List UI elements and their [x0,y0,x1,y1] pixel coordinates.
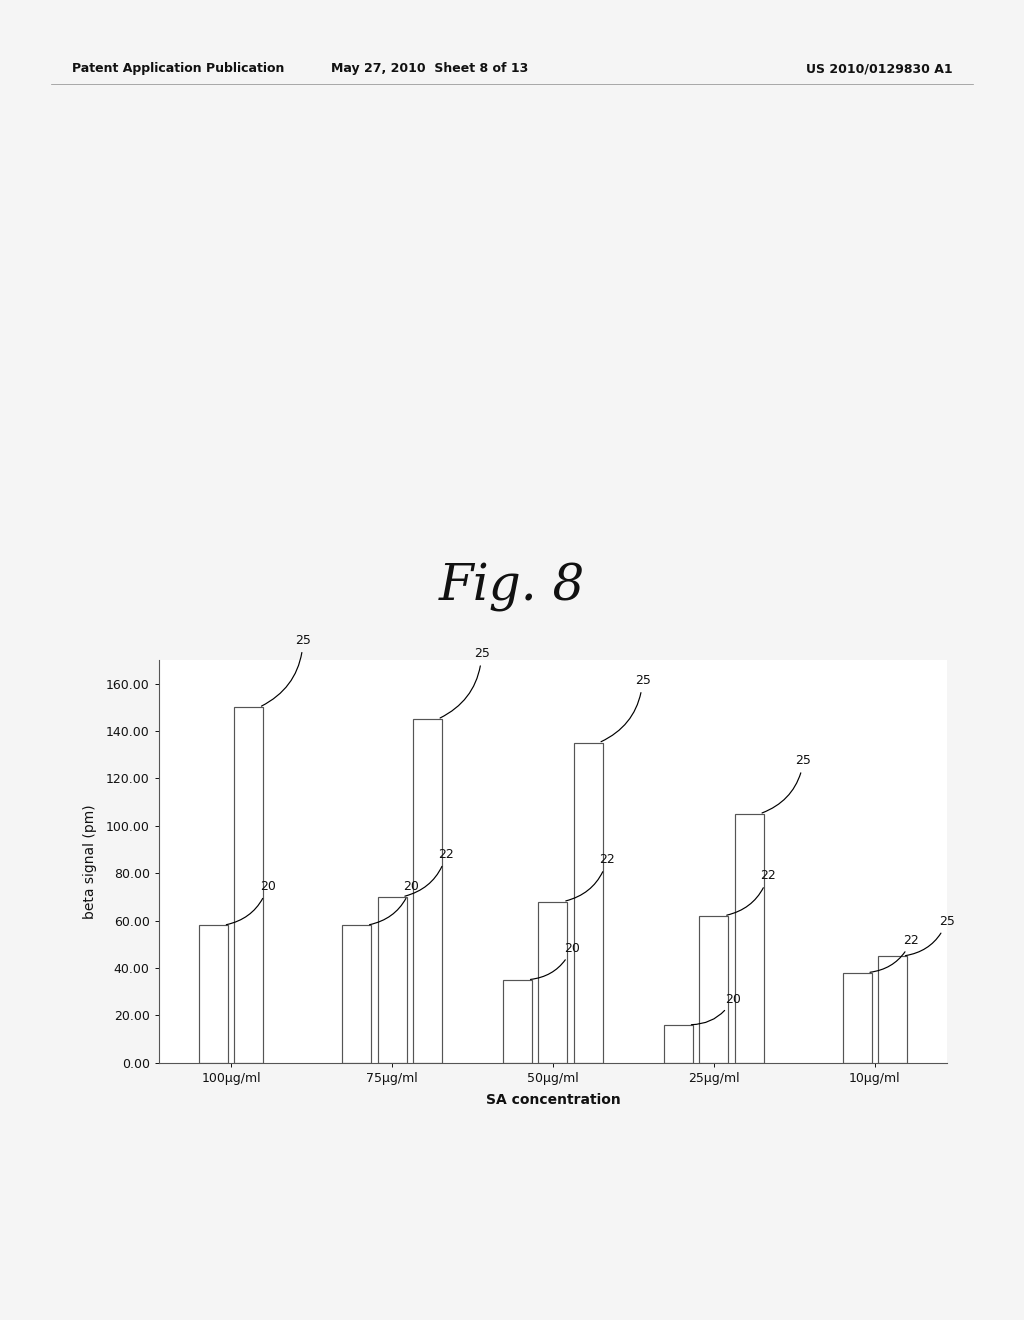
Bar [573,743,603,1063]
Text: Patent Application Publication: Patent Application Publication [72,62,284,75]
Text: 22: 22 [404,847,454,896]
Text: Fig. 8: Fig. 8 [439,562,585,612]
Bar [878,956,907,1063]
Bar [342,925,371,1063]
Text: 22: 22 [870,933,920,973]
Text: 22: 22 [727,870,776,915]
Text: 25: 25 [905,915,954,956]
X-axis label: SA concentration: SA concentration [485,1093,621,1107]
Bar [199,925,228,1063]
Text: 20: 20 [370,880,419,925]
Text: May 27, 2010  Sheet 8 of 13: May 27, 2010 Sheet 8 of 13 [332,62,528,75]
Text: 25: 25 [261,634,311,706]
Bar [413,719,442,1063]
Y-axis label: beta signal (pm): beta signal (pm) [84,804,97,919]
Bar [664,1024,693,1063]
Bar [378,896,407,1063]
Text: 22: 22 [566,854,615,902]
Bar [699,916,728,1063]
Text: 25: 25 [440,647,489,718]
Text: 25: 25 [601,675,650,742]
Bar [539,902,567,1063]
Bar [735,814,764,1063]
Text: 20: 20 [530,941,580,979]
Text: US 2010/0129830 A1: US 2010/0129830 A1 [806,62,952,75]
Bar [234,708,263,1063]
Bar [843,973,871,1063]
Text: 20: 20 [691,993,740,1024]
Bar [503,979,532,1063]
Text: 25: 25 [762,755,811,813]
Text: 20: 20 [226,880,275,925]
